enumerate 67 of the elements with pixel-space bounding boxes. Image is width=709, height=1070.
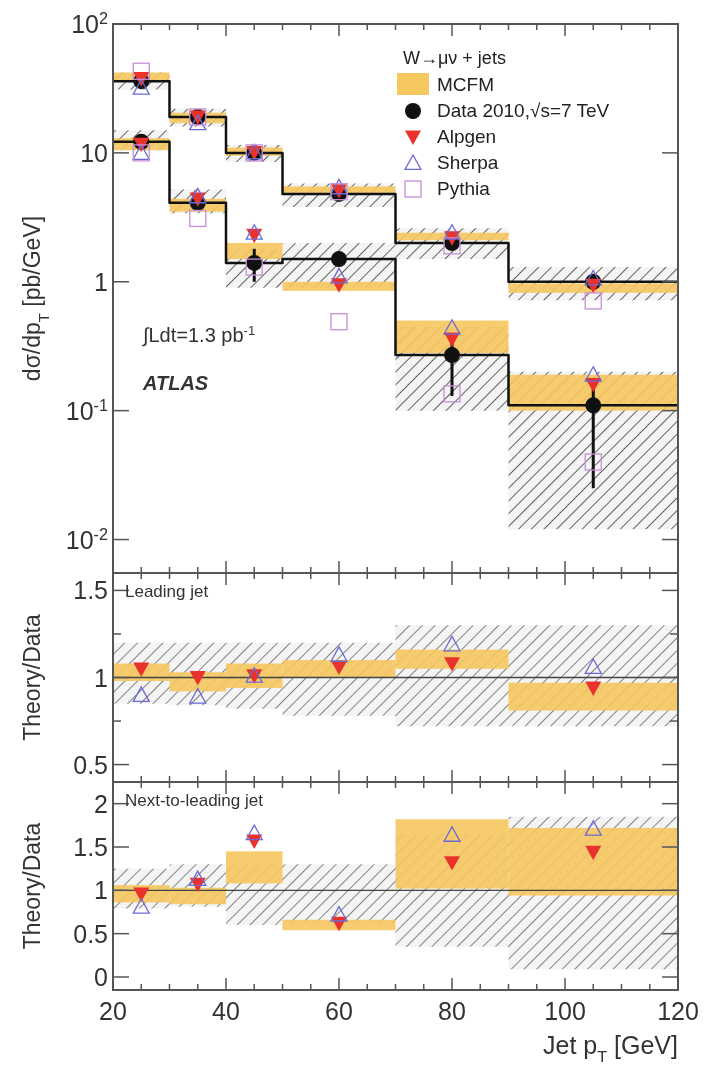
point (132, 686, 150, 702)
point (330, 905, 348, 922)
legend-label: Pythia (437, 178, 491, 199)
y-tick-label: 10$^{-1}$ (65, 395, 108, 425)
point (331, 251, 347, 268)
point (330, 178, 348, 195)
point (584, 269, 602, 286)
y-tick-label: 10$^{-2}$ (65, 524, 108, 554)
point (245, 824, 263, 841)
point (245, 224, 263, 240)
legend-label: Alpgen (437, 126, 497, 147)
legend-label: MCFM (437, 74, 494, 95)
point (132, 898, 150, 914)
point (443, 319, 461, 335)
legend-label: Sherpa (437, 152, 499, 173)
legend-title: W→μν + jets (403, 48, 506, 68)
point (189, 688, 207, 704)
point (189, 870, 207, 887)
point (189, 209, 207, 228)
y-tick-label: 2 (94, 789, 108, 818)
y-tick-label: 1 (94, 663, 108, 692)
point (189, 187, 207, 204)
y-axis-title: Theory/Data (19, 614, 45, 741)
point (443, 237, 461, 255)
y-tick-label: 1 (94, 267, 108, 296)
point (585, 845, 602, 861)
x-tick-label: 120 (657, 997, 699, 1025)
point (189, 114, 207, 131)
point (330, 267, 348, 284)
annotation: ATLAS (142, 372, 209, 395)
y-tick-label: 0.5 (73, 750, 108, 779)
y-tick-label: 0 (94, 963, 108, 991)
annotation: Next-to-leading jet (125, 791, 264, 810)
y-tick-label: 1 (94, 876, 108, 905)
point (132, 62, 150, 80)
point (584, 453, 602, 471)
point (585, 681, 602, 696)
annotation: Leading jet (125, 582, 209, 601)
point (584, 658, 602, 675)
y-tick-label: 10$^{2}$ (71, 9, 108, 38)
x-tick-label: 100 (544, 997, 586, 1025)
x-tick-label: 20 (99, 997, 127, 1025)
point (444, 856, 460, 871)
point (444, 347, 460, 364)
point (245, 258, 263, 276)
y-tick-label: 0.5 (73, 919, 108, 948)
point (585, 397, 602, 414)
point (584, 292, 602, 310)
point (584, 820, 602, 836)
x-tick-label: 40 (212, 997, 240, 1025)
annotation: ∫Ldt=1.3 pb$^{-1}$ (142, 322, 256, 348)
y-axis-title: Theory/Data (19, 822, 45, 950)
point (132, 79, 150, 95)
point (443, 385, 461, 403)
point (330, 313, 348, 331)
y-tick-label: 1.5 (73, 833, 108, 861)
point (443, 826, 461, 842)
y-tick-label: 10 (80, 138, 108, 167)
point (444, 657, 460, 672)
x-tick-label: 80 (438, 997, 466, 1025)
legend-label: Data 2010,√s=7 TeV (437, 100, 610, 121)
point (443, 635, 461, 652)
x-tick-label: 60 (325, 997, 353, 1025)
point (584, 366, 602, 382)
point (330, 646, 348, 662)
y-tick-label: 1.5 (73, 576, 108, 605)
point (443, 224, 461, 240)
